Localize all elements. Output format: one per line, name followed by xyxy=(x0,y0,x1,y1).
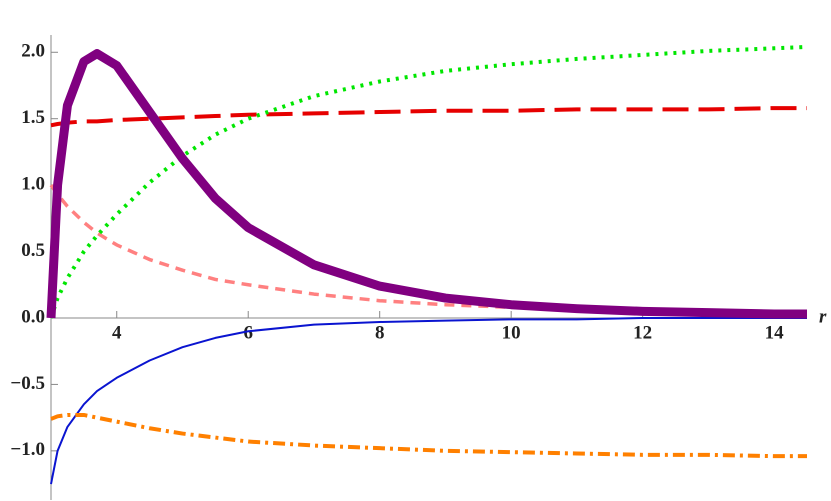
x-tick-label: 12 xyxy=(633,322,652,343)
y-tick-label: 0.5 xyxy=(21,240,45,261)
y-tick-label: 0.0 xyxy=(21,306,45,327)
x-tick-label: 8 xyxy=(375,322,385,343)
series-line xyxy=(49,44,808,319)
x-axis-label: r xyxy=(819,306,827,327)
series-line xyxy=(50,106,807,128)
x-tick-label: 14 xyxy=(765,322,785,343)
y-tick-label: 1.0 xyxy=(21,173,45,194)
series-line xyxy=(49,184,807,316)
y-tick-label: 1.5 xyxy=(21,107,45,128)
x-tick-label: 6 xyxy=(243,322,253,343)
series-line xyxy=(46,49,807,319)
y-tick-label: −0.5 xyxy=(10,373,45,394)
y-tick-label: 2.0 xyxy=(21,41,45,62)
y-tick-label: −1.0 xyxy=(10,439,45,460)
series-line xyxy=(50,412,807,459)
x-tick-label: 10 xyxy=(502,322,521,343)
x-tick-label: 4 xyxy=(112,322,122,343)
series-line xyxy=(50,316,807,485)
